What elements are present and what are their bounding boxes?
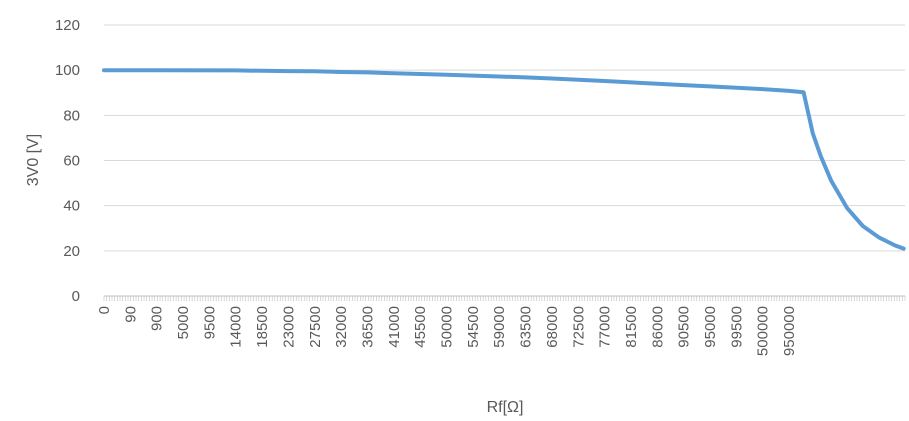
x-tick-label: 36500: [359, 306, 376, 348]
x-tick-label: 950000: [781, 306, 798, 356]
y-tick-label: 60: [63, 153, 80, 170]
y-tick-label: 100: [55, 62, 80, 79]
x-axis-title: Rf[Ω]: [487, 399, 524, 416]
y-tick-label: 80: [63, 107, 80, 124]
x-tick-label: 59000: [491, 306, 508, 348]
x-tick-label: 77000: [597, 306, 614, 348]
x-tick-label: 27500: [307, 306, 324, 348]
x-tick-label: 900: [149, 306, 166, 331]
grid-lines: [104, 24, 905, 252]
x-tick-labels: 0 90 900 5000 9500 14000 18500 23000 27500 32000 3…: [96, 306, 798, 356]
x-tick-label: 90500: [676, 306, 693, 348]
x-tick-label: 23000: [280, 306, 297, 348]
x-tick-label: 45500: [412, 306, 429, 348]
x-tick-label: 50000: [439, 306, 456, 348]
x-tick-label: 9500: [201, 306, 218, 339]
x-axis: [103, 295, 906, 301]
x-tick-label: 90: [122, 306, 139, 323]
x-tick-label: 41000: [386, 306, 403, 348]
x-tick-label: 81500: [623, 306, 640, 348]
y-tick-label: 40: [63, 198, 80, 215]
x-tick-label: 86000: [649, 306, 666, 348]
y-tick-label: 0: [72, 288, 80, 305]
x-tick-label: 14000: [228, 306, 245, 348]
x-tick-label: 63500: [518, 306, 535, 348]
x-tick-label: 99500: [728, 306, 745, 348]
series-layer: [102, 68, 906, 251]
y-axis: 0 20 40 60 80 100 120: [55, 17, 80, 305]
y-axis-title: 3V0 [V]: [25, 134, 42, 186]
x-tick-label: 54500: [465, 306, 482, 348]
series-line: [102, 68, 906, 251]
x-tick-label: 500000: [755, 306, 772, 356]
x-tick-label: 0: [96, 306, 113, 314]
x-tick-label: 5000: [175, 306, 192, 339]
y-tick-label: 120: [55, 17, 80, 34]
x-tick-label: 18500: [254, 306, 271, 348]
x-tick-label: 95000: [702, 306, 719, 348]
x-tick-label: 68000: [544, 306, 561, 348]
y-tick-label: 20: [63, 243, 80, 260]
x-tick-label: 32000: [333, 306, 350, 348]
x-tick-label: 72500: [570, 306, 587, 348]
